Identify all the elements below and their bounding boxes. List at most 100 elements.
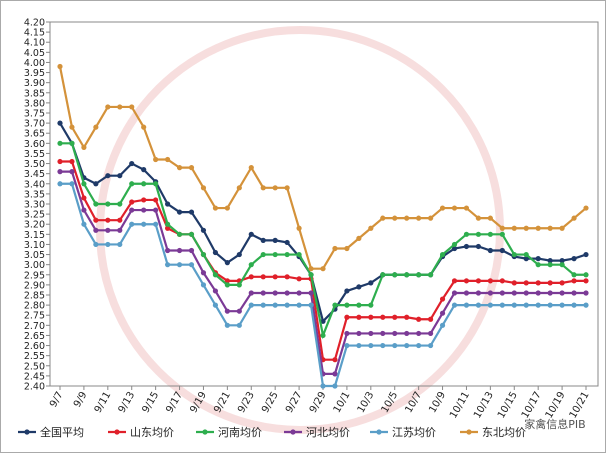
point	[344, 314, 350, 320]
y-tick-label: 4.20	[24, 18, 45, 29]
legend-label: 山东均价	[130, 426, 174, 439]
point	[248, 165, 254, 171]
point	[200, 185, 207, 191]
point	[475, 302, 482, 308]
y-tick-label: 3.30	[24, 200, 45, 211]
point	[523, 290, 529, 296]
point	[212, 302, 219, 308]
legend-marker	[202, 429, 208, 435]
point	[404, 272, 410, 278]
point	[475, 215, 482, 221]
point	[380, 330, 386, 337]
point	[535, 290, 541, 296]
point	[547, 262, 553, 268]
point	[380, 272, 386, 278]
point	[583, 272, 589, 278]
point	[571, 290, 577, 296]
point	[547, 290, 553, 296]
point	[368, 280, 374, 286]
point	[463, 278, 470, 284]
point	[164, 156, 171, 163]
point	[188, 247, 195, 254]
point	[463, 290, 470, 296]
point	[224, 278, 230, 284]
point	[427, 215, 434, 221]
point	[272, 302, 278, 308]
point	[57, 169, 63, 175]
point	[57, 181, 63, 187]
point	[141, 181, 147, 187]
point	[69, 124, 75, 130]
point	[392, 215, 398, 221]
point	[439, 322, 446, 328]
y-tick-label: 2.80	[24, 301, 45, 312]
point	[93, 241, 99, 248]
point	[105, 201, 111, 207]
y-tick-label: 2.70	[24, 321, 45, 332]
legend-marker	[466, 429, 472, 435]
point	[499, 290, 505, 296]
point	[296, 276, 302, 282]
point	[535, 256, 541, 262]
point	[380, 314, 386, 320]
y-tick-label: 2.40	[24, 382, 45, 393]
point	[332, 383, 338, 389]
point	[487, 290, 493, 296]
point	[511, 290, 517, 296]
point	[129, 221, 135, 227]
point	[57, 63, 63, 70]
point	[129, 104, 135, 110]
point	[559, 280, 565, 286]
point	[200, 270, 207, 276]
point	[188, 262, 195, 268]
point	[344, 302, 350, 308]
point	[547, 280, 553, 286]
point	[344, 245, 350, 252]
legend-label: 河南均价	[218, 426, 262, 439]
watermark-text: 家禽信息PIB	[524, 417, 585, 431]
point	[571, 278, 577, 284]
point	[332, 245, 338, 252]
point	[93, 201, 99, 207]
point	[559, 262, 565, 268]
point	[248, 262, 254, 268]
point	[117, 241, 123, 248]
point	[129, 160, 135, 167]
point	[583, 290, 589, 296]
y-tick-label: 3.85	[24, 88, 45, 99]
point	[439, 296, 446, 302]
point	[320, 332, 326, 339]
point	[559, 258, 565, 264]
point	[451, 302, 458, 308]
legend-marker	[114, 429, 120, 435]
point	[416, 215, 422, 221]
point	[141, 197, 147, 203]
y-tick-label: 3.45	[24, 169, 45, 180]
point	[451, 205, 458, 211]
point	[368, 314, 374, 320]
point	[368, 225, 374, 231]
point	[344, 330, 350, 337]
point	[380, 215, 386, 221]
point	[224, 308, 230, 314]
point	[368, 302, 374, 308]
point	[451, 241, 458, 248]
point	[499, 231, 505, 237]
point	[153, 181, 159, 187]
point	[236, 308, 242, 314]
point	[164, 221, 171, 227]
point	[260, 302, 266, 308]
point	[224, 282, 230, 288]
point	[559, 290, 565, 296]
point	[475, 278, 482, 284]
point	[523, 302, 529, 308]
point	[105, 227, 111, 233]
point	[284, 274, 290, 280]
point	[93, 181, 99, 187]
point	[320, 266, 326, 272]
point	[272, 185, 278, 191]
point	[296, 251, 302, 258]
y-tick-label: 3.60	[24, 139, 45, 150]
point	[284, 185, 290, 191]
